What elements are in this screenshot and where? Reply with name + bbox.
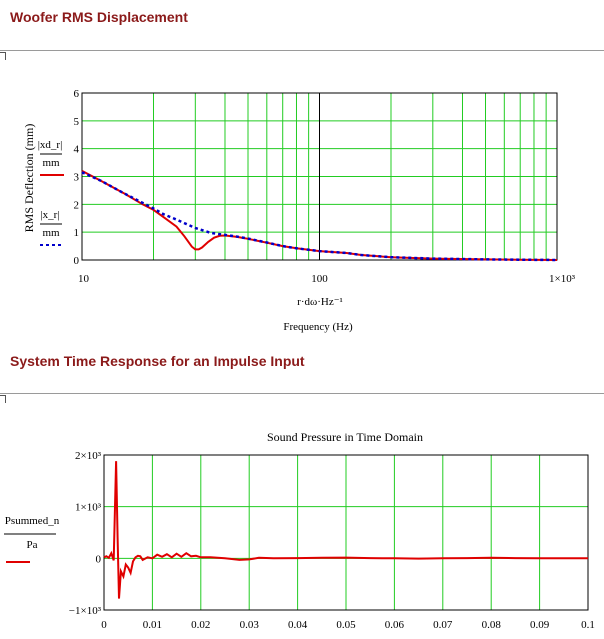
chart2-series-pressure-line	[103, 461, 588, 599]
chart1-y-tick-label: 2	[74, 199, 80, 211]
chart2-x-tick-label: 0.03	[240, 619, 260, 631]
chart2-x-tick-label: 0.09	[530, 619, 550, 631]
chart1-y-tick-label: 6	[74, 88, 80, 100]
chart2-x-tick-label: 0.01	[143, 619, 162, 631]
chart1-legend-denominator: mm	[42, 157, 60, 169]
chart1-y-tick-label: 5	[74, 116, 80, 128]
chart2-legend-numerator: Psummed_n	[5, 515, 60, 527]
region-divider	[0, 393, 604, 394]
chart2-x-tick-label: 0.07	[433, 619, 453, 631]
chart2-x-tick-label: 0.06	[385, 619, 405, 631]
chart1-y-tick-label: 1	[74, 227, 80, 239]
chart1-legend-numerator: |xd_r|	[38, 139, 63, 151]
chart2-x-tick-label: 0.02	[191, 619, 210, 631]
region-anchor-icon	[0, 52, 6, 60]
chart2-y-tick-label: 0	[96, 553, 102, 565]
chart1-y-tick-label: 0	[74, 255, 80, 267]
chart2-x-tick-label: 0.08	[482, 619, 502, 631]
chart1-x-tick-label: 100	[311, 273, 328, 285]
region-anchor-icon	[0, 395, 6, 403]
chart1-plot-frame	[81, 92, 558, 261]
chart2-x-tick-label: 0	[101, 619, 107, 631]
chart1-x-tick-label: 10	[78, 273, 90, 285]
chart1-x-tick-label: 1×10³	[549, 273, 576, 285]
chart1-x-axis-label: Frequency (Hz)	[283, 321, 353, 333]
chart2-x-tick-label: 0.05	[336, 619, 356, 631]
region-divider	[0, 50, 604, 51]
impulse-section-title: System Time Response for an Impulse Inpu…	[10, 353, 305, 369]
chart1-series-xd-line	[81, 170, 558, 261]
chart1-y-tick-label: 4	[74, 144, 80, 156]
chart2-x-tick-label: 0.1	[581, 619, 595, 631]
chart1-y-axis-label: RMS Deflection (mm)	[22, 124, 36, 233]
chart2-x-tick-label: 0.04	[288, 619, 308, 631]
chart2-y-tick-label: −1×10³	[69, 605, 102, 617]
chart2-title: Sound Pressure in Time Domain	[267, 430, 423, 444]
chart2-y-tick-label: 2×10³	[75, 450, 102, 462]
woofer-section-title: Woofer RMS Displacement	[10, 9, 188, 25]
chart1-y-tick-label: 3	[74, 172, 80, 184]
chart1-legend-numerator: |x_r|	[40, 209, 59, 221]
chart2-plot-frame	[103, 454, 589, 611]
chart2-y-tick-label: 1×10³	[75, 502, 102, 514]
chart2-legend-denominator: Pa	[27, 539, 38, 551]
chart1-series-x-line	[81, 171, 558, 262]
chart1-x-expression: r·dω·Hz⁻¹	[297, 296, 343, 308]
chart1-legend-denominator: mm	[42, 227, 60, 239]
